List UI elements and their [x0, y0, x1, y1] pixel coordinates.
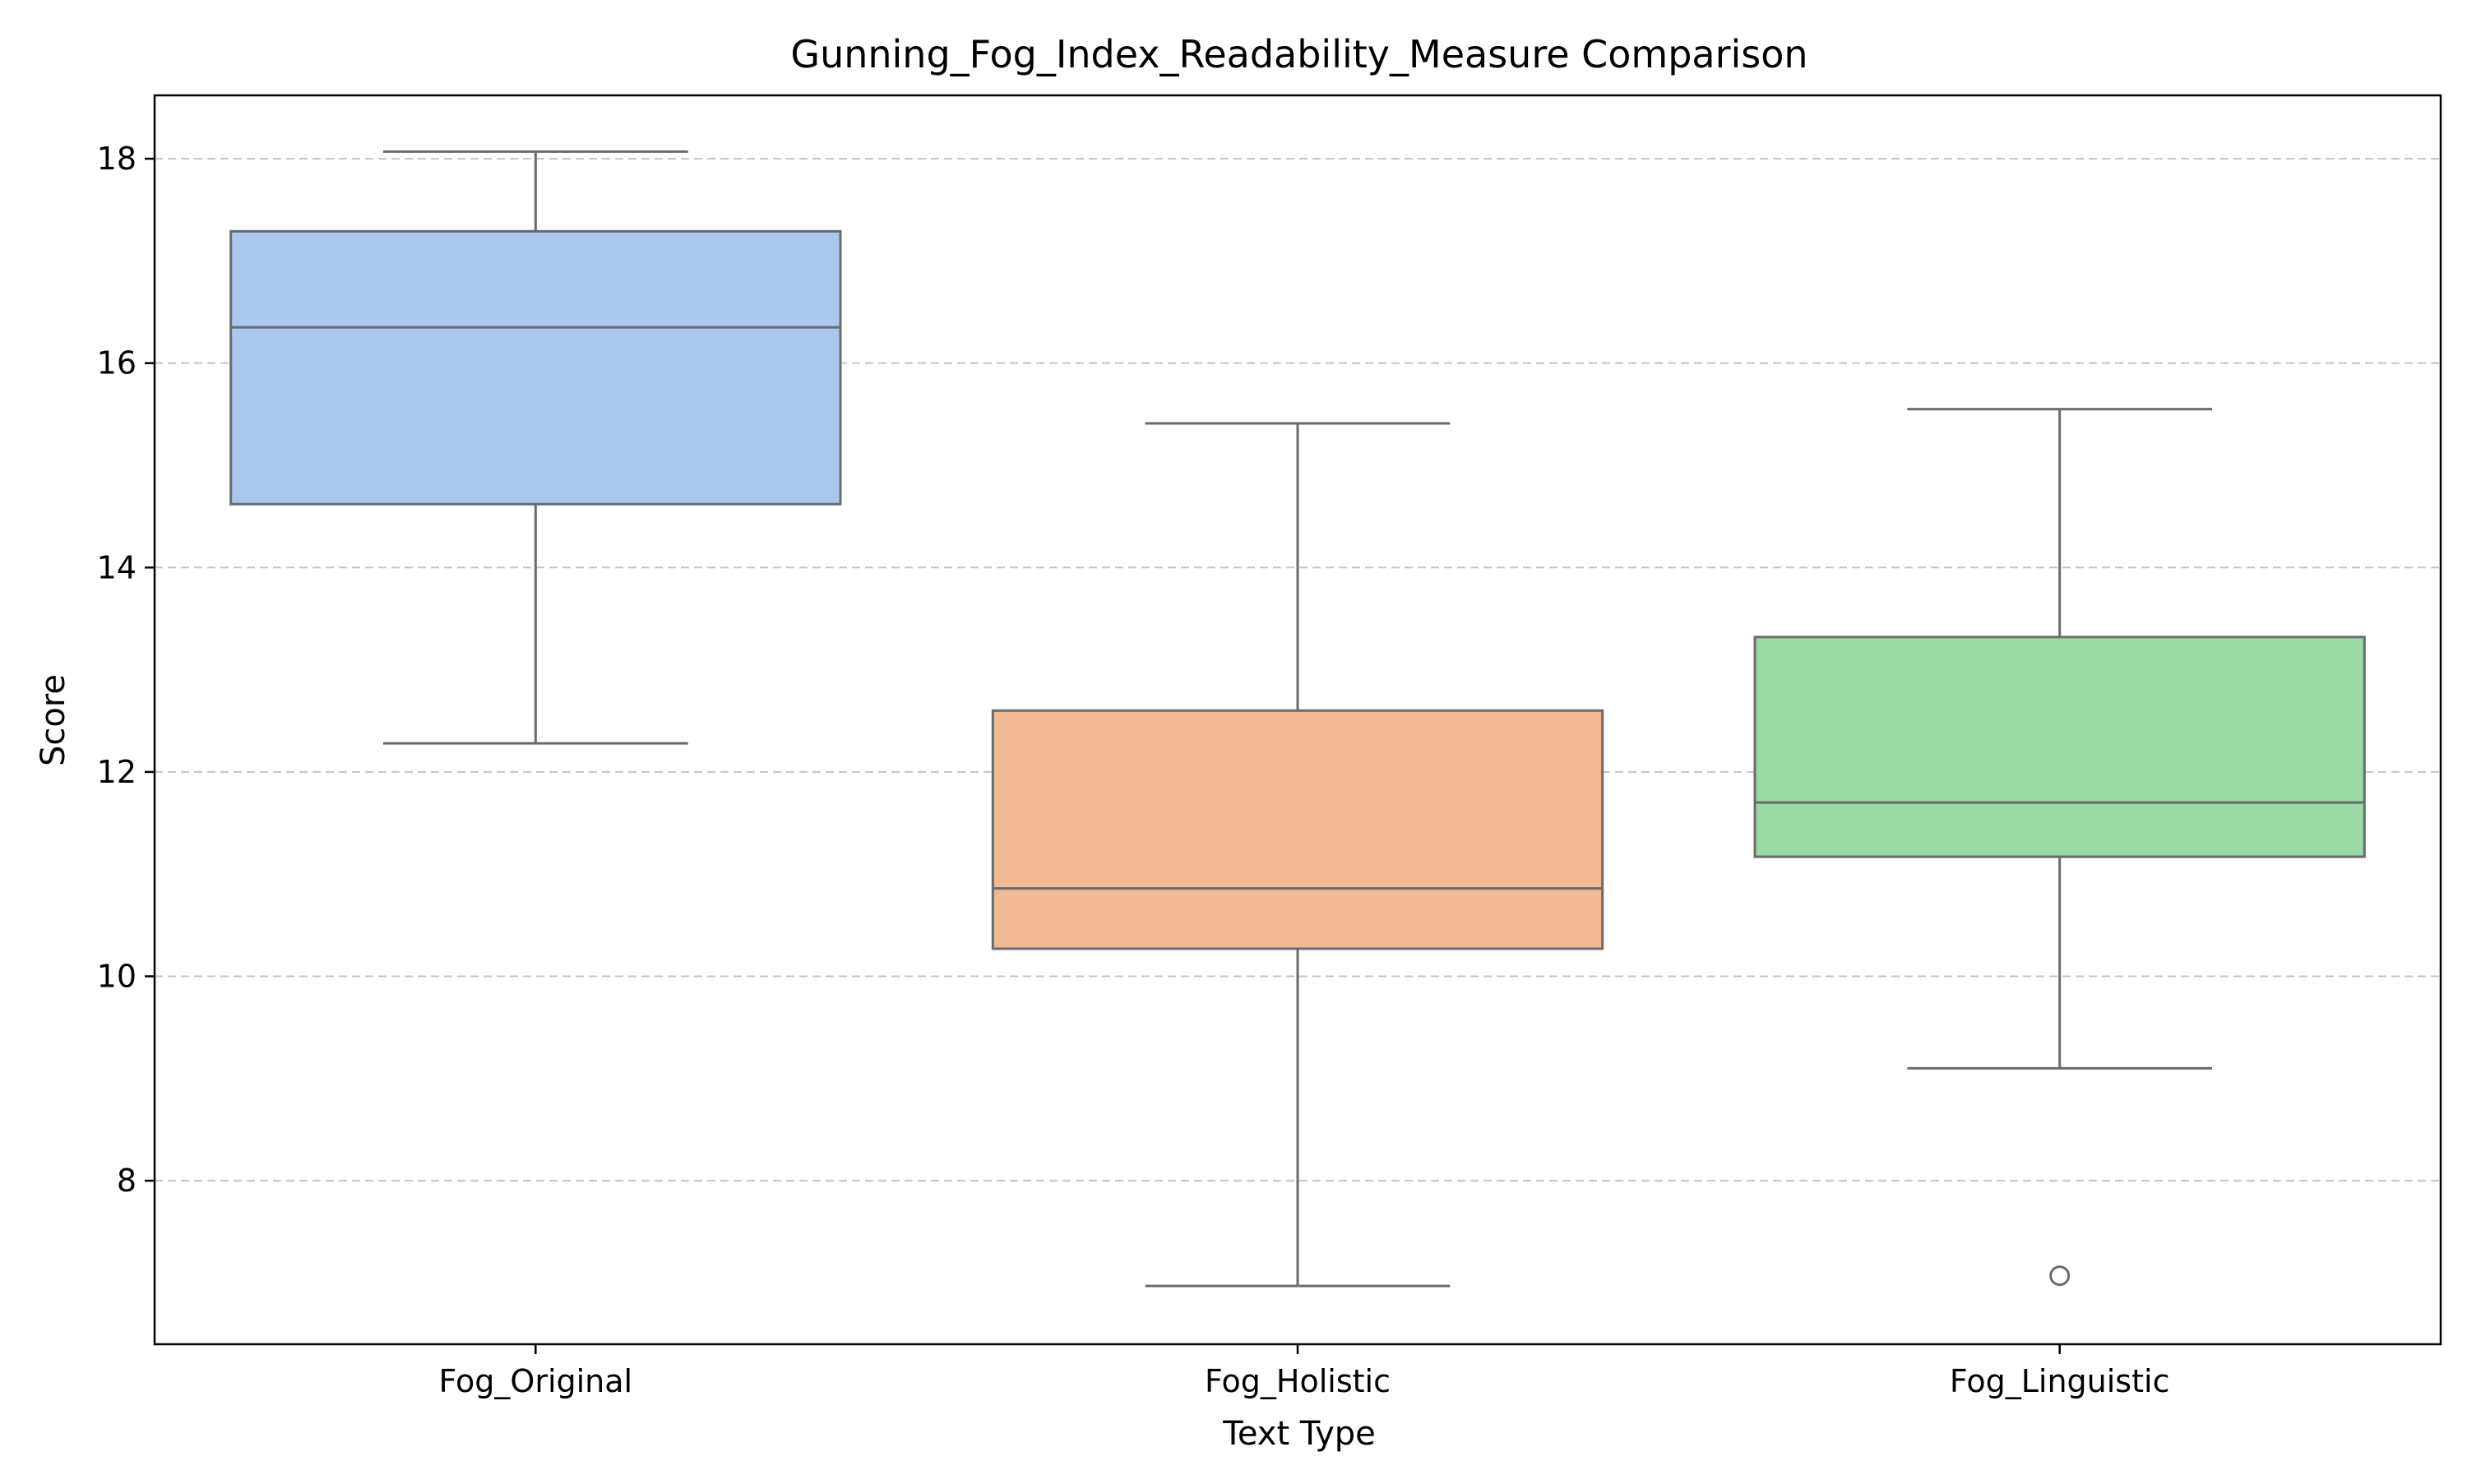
x-axis-label: Text Type: [1222, 1415, 1376, 1453]
box-fog-original: [229, 150, 842, 745]
box-layer: [229, 150, 2366, 1288]
x-tick-label: Fog_Original: [439, 1363, 633, 1399]
y-tick-label: 16: [97, 345, 137, 381]
iqr-box: [1753, 636, 2366, 858]
iqr-box: [229, 229, 842, 506]
chart-title: Gunning_Fog_Index_Readability_Measure Co…: [790, 32, 1807, 76]
y-tick-label: 18: [97, 141, 137, 177]
x-axis-ticks: Fog_Original Fog_Holistic Fog_Linguistic: [439, 1344, 2170, 1399]
y-tick-label: 8: [117, 1163, 137, 1199]
x-tick-label: Fog_Holistic: [1205, 1363, 1391, 1399]
box-fog-linguistic: [1753, 408, 2366, 1287]
y-tick-label: 10: [97, 959, 137, 995]
y-axis-ticks: 8 10 12 14 16 18: [97, 141, 155, 1199]
y-tick-label: 12: [97, 754, 137, 790]
iqr-box: [991, 709, 1604, 950]
y-tick-label: 14: [97, 549, 137, 585]
y-axis-label: Score: [35, 674, 72, 766]
outlier-point: [2049, 1265, 2071, 1287]
box-fog-holistic: [991, 422, 1604, 1288]
x-tick-label: Fog_Linguistic: [1950, 1363, 2170, 1399]
